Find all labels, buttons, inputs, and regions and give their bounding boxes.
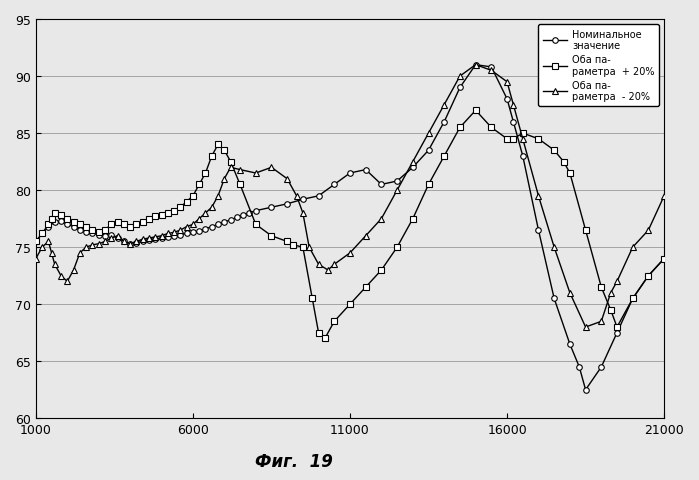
Line: Номинальное
значение: Номинальное значение <box>33 63 667 393</box>
Оба па-
раметра  - 20% <box>57 273 65 279</box>
Номинальное
значение <box>31 239 40 245</box>
Оба па-
раметра  + 20% <box>607 307 615 313</box>
Оба па-
раметра  + 20% <box>321 336 329 342</box>
Номинальное
значение <box>582 387 590 393</box>
Text: Фиг.  19: Фиг. 19 <box>254 453 333 470</box>
Оба па-
раметра  - 20% <box>151 235 159 240</box>
Оба па-
раметра  + 20% <box>660 256 668 262</box>
Оба па-
раметра  - 20% <box>126 241 134 247</box>
Оба па-
раметра  - 20% <box>471 62 480 68</box>
Оба па-
раметра  - 20% <box>208 205 216 211</box>
Line: Оба па-
раметра  + 20%: Оба па- раметра + 20% <box>33 108 667 341</box>
Номинальное
значение <box>346 171 354 177</box>
Оба па-
раметра  + 20% <box>31 239 40 245</box>
Оба па-
раметра  - 20% <box>487 68 496 74</box>
Оба па-
раметра  + 20% <box>195 182 203 188</box>
Номинальное
значение <box>226 217 235 223</box>
Номинальное
значение <box>471 62 480 68</box>
Номинальное
значение <box>82 230 90 236</box>
Line: Оба па-
раметра  - 20%: Оба па- раметра - 20% <box>33 63 667 330</box>
Legend: Номинальное
значение, Оба па-
раметра  + 20%, Оба па-
раметра  - 20%: Номинальное значение, Оба па- раметра + … <box>538 25 659 107</box>
Оба па-
раметра  + 20% <box>471 108 480 114</box>
Оба па-
раметра  + 20% <box>214 142 222 148</box>
Оба па-
раметра  - 20% <box>660 193 668 199</box>
Оба па-
раметра  - 20% <box>31 256 40 262</box>
Оба па-
раметра  + 20% <box>57 213 65 219</box>
Оба па-
раметра  + 20% <box>487 125 496 131</box>
Оба па-
раметра  + 20% <box>75 222 84 228</box>
Номинальное
значение <box>330 182 338 188</box>
Номинальное
значение <box>252 208 260 214</box>
Номинальное
значение <box>195 229 203 235</box>
Оба па-
раметра  - 20% <box>582 324 590 330</box>
Номинальное
значение <box>660 256 668 262</box>
Оба па-
раметра  - 20% <box>201 211 210 216</box>
